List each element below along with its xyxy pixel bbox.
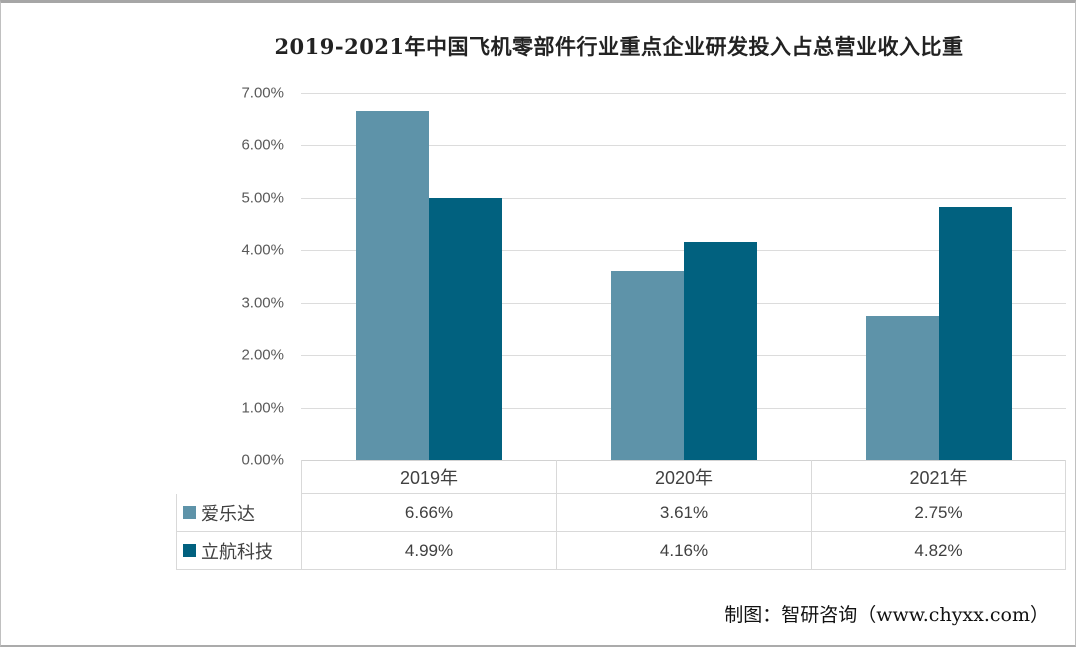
- y-axis-tick-3: 3.00%: [241, 294, 284, 312]
- legend-swatch-lihang: [183, 544, 196, 557]
- table-value-aileda-2019: 6.66%: [301, 494, 556, 532]
- x-axis-line: [301, 460, 1066, 461]
- bar-aileda-2020: [610, 270, 684, 460]
- legend-label-aileda: 爱乐达: [201, 503, 255, 524]
- table-value-aileda-2020: 3.61%: [556, 494, 811, 532]
- bar-lihang-2019: [428, 198, 502, 460]
- legend-item-aileda: 爱乐达: [176, 494, 301, 532]
- bar-groups: [301, 93, 1066, 460]
- y-axis-tick-0: 0.00%: [241, 451, 284, 469]
- legend-swatch-aileda: [183, 506, 196, 519]
- table-value-aileda-2021: 2.75%: [811, 494, 1066, 532]
- table-value-lihang-2020: 4.16%: [556, 532, 811, 570]
- y-axis-tick-6: 6.00%: [241, 136, 284, 154]
- table-header-2021: 2021年: [811, 460, 1066, 494]
- legend-item-lihang: 立航科技: [176, 532, 301, 570]
- data-table: 2019年 2020年 2021年 爱乐达 6.66% 3.61% 2.75% …: [176, 460, 1066, 570]
- gridline: [301, 93, 1066, 94]
- gridline: [301, 145, 1066, 147]
- y-axis-tick-4: 4.00%: [241, 241, 284, 259]
- table-value-lihang-2021: 4.82%: [811, 532, 1066, 570]
- table-header-2019: 2019年: [301, 460, 556, 494]
- bar-lihang-2020: [683, 241, 757, 460]
- table-header-2020: 2020年: [556, 460, 811, 494]
- bar-group-2020: [556, 93, 811, 460]
- gridline: [301, 197, 1066, 199]
- bar-group-2021: [811, 93, 1066, 460]
- table-corner-cell: [176, 460, 301, 494]
- y-axis-tick-2: 2.00%: [241, 346, 284, 364]
- legend-label-lihang: 立航科技: [201, 541, 273, 562]
- y-axis-tick-5: 5.00%: [241, 189, 284, 207]
- plot-area: [301, 93, 1066, 461]
- table-value-lihang-2019: 4.99%: [301, 532, 556, 570]
- y-axis-tick-1: 1.00%: [241, 399, 284, 417]
- bar-lihang-2021: [938, 207, 1012, 460]
- bar-aileda-2019: [355, 110, 429, 460]
- credit-text: 制图：智研咨询（www.chyxx.com）: [724, 604, 1049, 626]
- y-axis: 7.00% 6.00% 5.00% 4.00% 3.00% 2.00% 1.00…: [174, 85, 284, 469]
- bar-aileda-2021: [865, 315, 939, 460]
- bar-group-2019: [301, 93, 556, 460]
- chart-title: 2019-2021年中国飞机零部件行业重点企业研发投入占总营业收入比重: [274, 34, 964, 59]
- y-axis-tick-7: 7.00%: [241, 84, 284, 102]
